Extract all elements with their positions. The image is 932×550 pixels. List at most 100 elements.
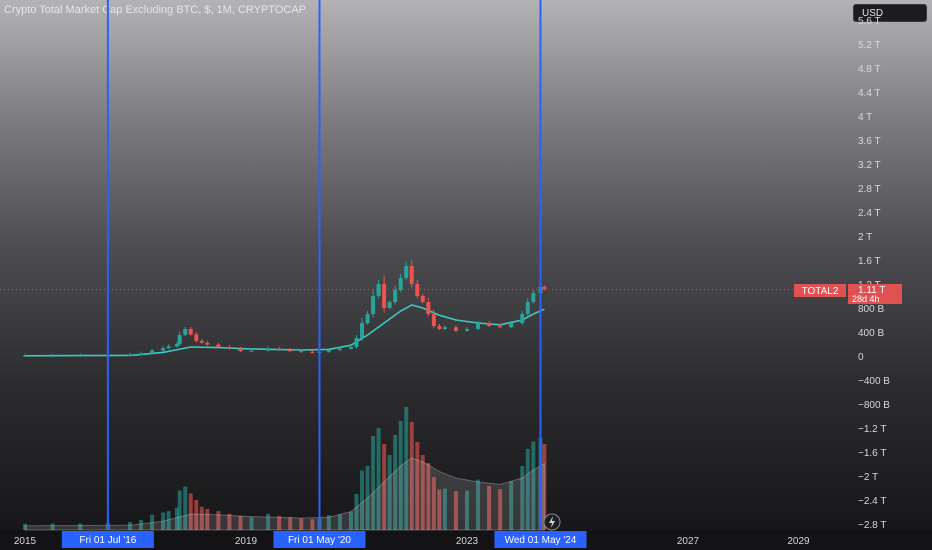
price-tag-value: 1.11 T bbox=[858, 285, 885, 296]
currency-button[interactable]: USD bbox=[853, 4, 927, 22]
volume-bar bbox=[387, 455, 392, 530]
x-axis: 2015 2019 2023 2027 2029 bbox=[14, 536, 810, 547]
candle-body bbox=[409, 266, 414, 284]
y-tick-label: 2.8 T bbox=[858, 184, 881, 195]
y-tick-label: −1.2 T bbox=[858, 424, 886, 435]
marker-lines bbox=[106, 0, 542, 530]
price-tag-value-bg bbox=[848, 284, 902, 304]
candle-body bbox=[487, 323, 492, 326]
volume-bar bbox=[365, 466, 370, 530]
y-tick-label: 3.2 T bbox=[858, 160, 881, 171]
date-marker-label: Fri 01 Jul '16 bbox=[79, 535, 136, 546]
volume-bar bbox=[183, 486, 188, 530]
volume-bar bbox=[393, 435, 398, 530]
volume-bar bbox=[520, 466, 525, 530]
candle-body bbox=[431, 314, 436, 326]
volume-bar bbox=[50, 523, 55, 530]
candle-body bbox=[177, 335, 182, 344]
volume-bar bbox=[442, 488, 447, 530]
candle-body bbox=[393, 290, 398, 302]
candle-body bbox=[348, 347, 353, 349]
candle-body bbox=[426, 302, 431, 314]
volume-bar bbox=[404, 407, 409, 530]
date-marker-label: Fri 01 May '20 bbox=[288, 535, 351, 546]
y-tick-label: 2 T bbox=[858, 232, 872, 243]
volume-bar bbox=[360, 470, 365, 530]
candle-body bbox=[520, 314, 525, 323]
candle-body bbox=[542, 287, 547, 290]
candle-body bbox=[382, 284, 387, 308]
volume-bar bbox=[476, 479, 481, 530]
volume-bar bbox=[437, 489, 442, 530]
volume-bar bbox=[277, 515, 282, 530]
volume-bar bbox=[531, 441, 536, 530]
volume-bar bbox=[299, 518, 304, 530]
moving-average-line bbox=[24, 304, 545, 357]
x-tick-label: 2029 bbox=[787, 536, 810, 547]
volume-bar bbox=[409, 422, 414, 530]
candle-body bbox=[227, 347, 232, 349]
candle-body bbox=[216, 344, 221, 347]
y-tick-label: 4.8 T bbox=[858, 64, 881, 75]
volume-bar bbox=[465, 490, 469, 530]
volume-bar bbox=[150, 514, 155, 530]
x-tick-label: 2023 bbox=[456, 536, 479, 547]
candle-body bbox=[442, 327, 447, 329]
lightning-button[interactable] bbox=[543, 513, 561, 531]
volume-bar bbox=[188, 493, 193, 530]
candle-body bbox=[266, 348, 271, 351]
volume-bar bbox=[174, 507, 179, 530]
candle-body bbox=[404, 266, 409, 278]
candle-body bbox=[23, 355, 27, 357]
candle-body bbox=[365, 314, 370, 323]
y-tick-label: −2.4 T bbox=[858, 496, 886, 507]
volume-bar bbox=[288, 517, 293, 530]
candle-body bbox=[194, 334, 199, 341]
volume-bar bbox=[376, 428, 381, 530]
lightning-icon[interactable] bbox=[549, 516, 555, 528]
moving-average-layer bbox=[24, 304, 545, 357]
volume-bar bbox=[487, 486, 492, 530]
candle-body bbox=[249, 350, 254, 352]
date-marker-label-bg bbox=[273, 531, 366, 548]
y-tick-label: 5.2 T bbox=[858, 40, 881, 51]
x-axis-band bbox=[0, 530, 932, 550]
candle-body bbox=[139, 353, 144, 355]
volume-bar bbox=[498, 489, 503, 530]
volume-bar bbox=[166, 511, 171, 530]
y-tick-label: 400 B bbox=[858, 328, 884, 339]
candle-body bbox=[166, 346, 171, 349]
candle-body bbox=[420, 296, 425, 302]
volume-bar bbox=[310, 519, 315, 530]
volume-bar bbox=[354, 494, 359, 530]
volume-bar bbox=[127, 522, 132, 530]
volume-bar bbox=[205, 508, 210, 530]
candle-body bbox=[525, 302, 530, 314]
candle-body bbox=[150, 350, 155, 354]
volume-bar bbox=[398, 421, 403, 530]
marker-labels: Fri 01 Jul '16 Fri 01 May '20 Wed 01 May '… bbox=[61, 531, 587, 548]
y-tick-label: 5.6 T bbox=[858, 16, 881, 27]
candle-body bbox=[299, 351, 304, 353]
x-tick-label: 2015 bbox=[14, 536, 37, 547]
candle-body bbox=[415, 284, 420, 296]
volume-bar bbox=[542, 443, 547, 530]
candle-body bbox=[531, 293, 536, 302]
volume-bar bbox=[371, 436, 376, 530]
y-tick-label: 2.4 T bbox=[858, 208, 881, 219]
candle-body bbox=[78, 355, 83, 357]
date-marker-label-bg bbox=[494, 531, 587, 548]
candle-body bbox=[437, 326, 442, 329]
volume-bar bbox=[238, 516, 243, 530]
candle-body bbox=[188, 329, 193, 335]
y-tick-label: −2.8 T bbox=[858, 520, 886, 531]
y-tick-label: −400 B bbox=[858, 376, 890, 387]
x-tick-label: 2027 bbox=[677, 536, 700, 547]
candle-body bbox=[127, 354, 132, 356]
volume-bar bbox=[382, 444, 387, 530]
candle-body bbox=[238, 348, 243, 352]
y-axis: 5.6 T 5.2 T 4.8 T 4.4 T 4 T 3.6 T 3.2 T 2.8 T 2.… bbox=[858, 16, 890, 531]
candle-body bbox=[326, 350, 331, 352]
volume-bar bbox=[426, 463, 431, 530]
